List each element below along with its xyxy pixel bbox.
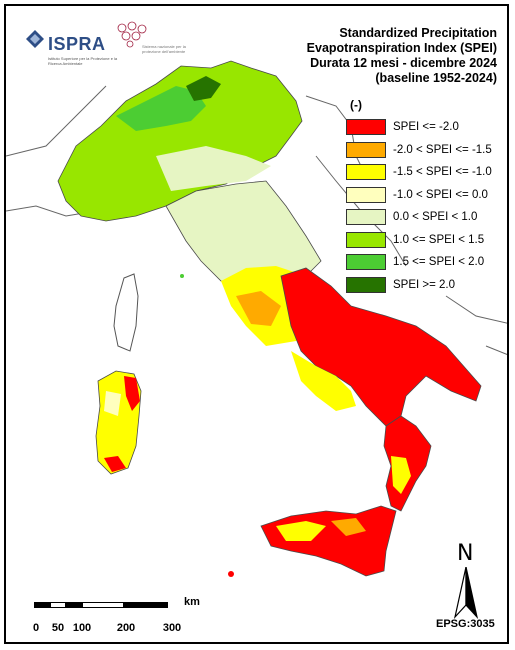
elba-island (180, 274, 184, 278)
legend-item: 1.0 <= SPEI < 1.5 (346, 229, 507, 252)
legend-label: -1.0 < SPEI <= 0.0 (393, 188, 488, 201)
legend-item: -1.0 < SPEI <= 0.0 (346, 184, 507, 207)
legend-label: SPEI >= 2.0 (393, 278, 456, 291)
region-north-darkgreen (116, 86, 206, 131)
legend-item: -1.5 < SPEI <= -1.0 (346, 161, 507, 184)
ispra-subtitle: Istituto Superiore per la Protezione e l… (48, 56, 118, 66)
region-calabria-yellow (391, 456, 411, 494)
corsica-outline (113, 273, 139, 352)
region-sardinia-pale (104, 391, 121, 416)
title-line-2: Evapotranspiration Index (SPEI) (306, 41, 497, 55)
region-sicily (260, 505, 397, 577)
legend-item: SPEI >= 2.0 (346, 274, 507, 297)
scale-bar: km 0 50 100 200 300 (32, 596, 214, 642)
legend-label: 0.0 < SPEI < 1.0 (393, 211, 478, 224)
projection-label: EPSG:3035 (436, 618, 495, 630)
scale-segment (124, 602, 168, 608)
legend-swatch (346, 141, 386, 158)
legend-swatch (346, 186, 386, 203)
legend-swatch (346, 254, 386, 271)
region-alps-darkpatches (186, 76, 221, 101)
scale-segment (34, 602, 50, 608)
region-sardinia-red (124, 376, 140, 411)
legend-item: SPEI <= -2.0 (346, 116, 507, 139)
north-arrow: N (449, 541, 489, 621)
scale-unit: km (184, 596, 200, 608)
scale-tick: 200 (116, 622, 136, 634)
snpa-logo-icon (117, 21, 147, 48)
snpa-subtitle: Sistema nazionale per la protezione dell… (142, 44, 186, 54)
ispra-name: ISPRA (48, 34, 106, 54)
legend: (-) SPEI <= -2.0 -2.0 < SPEI <= -1.5 -1.… (346, 98, 507, 297)
legend-swatch (346, 209, 386, 226)
legend-label: SPEI <= -2.0 (393, 121, 459, 134)
ispra-logo: ISPRA Istituto Superiore per la Protezio… (24, 28, 117, 66)
snpa-logo: Sistema nazionale per la protezione dell… (114, 20, 186, 55)
region-central-orange (236, 291, 281, 326)
legend-label: 1.0 <= SPEI < 1.5 (393, 233, 485, 246)
region-campania-yellow (291, 351, 356, 411)
legend-label: -1.5 < SPEI <= -1.0 (393, 166, 492, 179)
scale-tick: 0 (32, 622, 40, 634)
scale-tick: 300 (162, 622, 182, 634)
north-label: N (457, 541, 474, 566)
legend-item: 0.0 < SPEI < 1.0 (346, 206, 507, 229)
region-central (165, 180, 322, 292)
region-sicily-yellow (276, 521, 326, 541)
title-line-1: Standardized Precipitation (339, 26, 497, 40)
map-title: Standardized Precipitation Evapotranspir… (237, 26, 497, 86)
region-sardinia-south-red (104, 456, 126, 472)
title-line-3: Durata 12 mesi - dicembre 2024 (310, 56, 497, 70)
legend-label: -2.0 < SPEI <= -1.5 (393, 143, 492, 156)
pantelleria-island (228, 571, 234, 577)
region-north-green (57, 60, 303, 222)
legend-item: 1.5 <= SPEI < 2.0 (346, 251, 507, 274)
map-frame: ISPRA Istituto Superiore per la Protezio… (4, 4, 509, 644)
legend-swatch (346, 231, 386, 248)
scale-segment (82, 602, 124, 608)
legend-swatch (346, 276, 386, 293)
region-sicily-orange (331, 518, 366, 536)
legend-swatch (346, 164, 386, 181)
scale-tick: 50 (51, 622, 65, 634)
scale-tick: 100 (72, 622, 92, 634)
title-line-4: (baseline 1952-2024) (375, 71, 497, 85)
legend-label: 1.5 <= SPEI < 2.0 (393, 256, 485, 269)
legend-unit: (-) (350, 98, 362, 112)
region-po-valley (156, 146, 271, 191)
north-arrow-icon (453, 567, 479, 619)
scale-segment (66, 602, 82, 608)
map-canvas (6, 60, 507, 577)
legend-item: -2.0 < SPEI <= -1.5 (346, 139, 507, 162)
scale-segment (50, 602, 66, 608)
legend-swatch (346, 119, 386, 136)
ispra-logo-icon (26, 30, 44, 48)
